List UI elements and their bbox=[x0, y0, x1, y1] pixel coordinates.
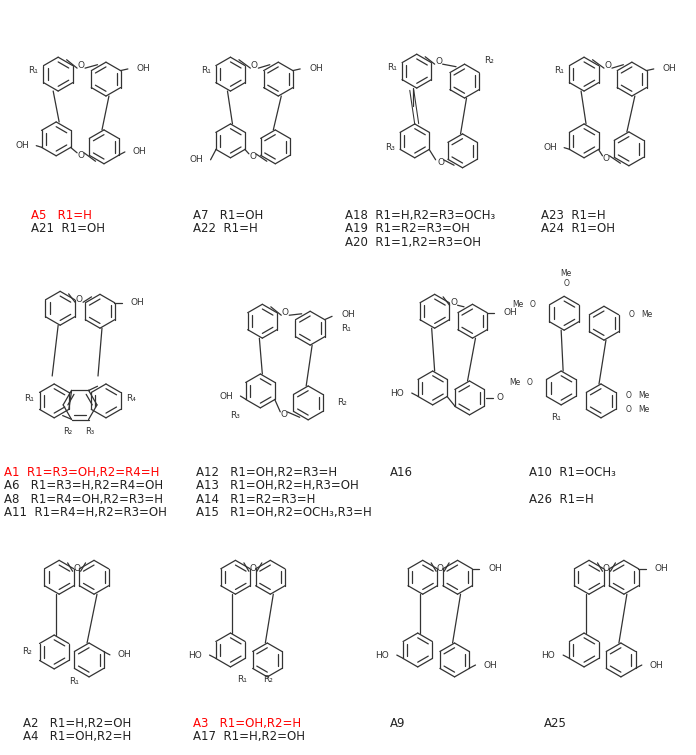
Text: OH: OH bbox=[655, 564, 669, 573]
Text: Me: Me bbox=[560, 270, 571, 279]
Text: A11  R1=R4=H,R2=R3=OH: A11 R1=R4=H,R2=R3=OH bbox=[4, 506, 167, 519]
Text: OH: OH bbox=[131, 298, 145, 307]
Text: A3   R1=OH,R2=H: A3 R1=OH,R2=H bbox=[193, 716, 301, 730]
Text: A12   R1=OH,R2=R3=H: A12 R1=OH,R2=R3=H bbox=[196, 466, 337, 479]
Text: OH: OH bbox=[190, 156, 203, 165]
Text: OH: OH bbox=[137, 64, 150, 73]
Text: R₁: R₁ bbox=[24, 394, 34, 403]
Text: R₁: R₁ bbox=[29, 66, 38, 75]
Text: O: O bbox=[280, 411, 287, 419]
Text: R₂: R₂ bbox=[22, 648, 32, 657]
Text: R₁: R₁ bbox=[554, 66, 564, 75]
Text: HO: HO bbox=[375, 651, 389, 660]
Text: OH: OH bbox=[309, 64, 323, 73]
Text: O: O bbox=[603, 154, 610, 163]
Text: Me: Me bbox=[638, 405, 649, 414]
Text: A21  R1=OH: A21 R1=OH bbox=[31, 222, 105, 235]
Text: OH: OH bbox=[544, 143, 557, 153]
Text: O: O bbox=[626, 405, 632, 414]
Text: Me: Me bbox=[638, 391, 649, 400]
Text: A16: A16 bbox=[390, 466, 413, 479]
Text: O: O bbox=[626, 391, 632, 400]
Text: A13   R1=OH,R2=H,R3=OH: A13 R1=OH,R2=H,R3=OH bbox=[196, 479, 358, 492]
Text: OH: OH bbox=[15, 141, 29, 150]
Text: R₂: R₂ bbox=[337, 399, 347, 408]
Text: A24  R1=OH: A24 R1=OH bbox=[541, 222, 615, 235]
Text: O: O bbox=[563, 279, 569, 288]
Text: O: O bbox=[450, 297, 457, 307]
Text: R₂: R₂ bbox=[63, 427, 72, 436]
Text: A1  R1=R3=OH,R2=R4=H: A1 R1=R3=OH,R2=R4=H bbox=[4, 466, 160, 479]
Text: R₃: R₃ bbox=[385, 143, 395, 153]
Text: O: O bbox=[73, 564, 80, 573]
Text: R₁: R₁ bbox=[69, 677, 79, 686]
Text: A4   R1=OH,R2=H: A4 R1=OH,R2=H bbox=[23, 730, 132, 743]
Text: R₃: R₃ bbox=[85, 427, 94, 436]
Text: A9: A9 bbox=[390, 716, 405, 730]
Text: A17  R1=H,R2=OH: A17 R1=H,R2=OH bbox=[193, 730, 305, 743]
Text: A7   R1=OH: A7 R1=OH bbox=[193, 208, 263, 222]
Text: OH: OH bbox=[133, 147, 147, 156]
Text: A18  R1=H,R2=R3=OCH₃: A18 R1=H,R2=R3=OCH₃ bbox=[345, 208, 496, 222]
Text: O: O bbox=[603, 564, 610, 573]
Text: R₃: R₃ bbox=[230, 411, 240, 421]
Text: A22  R1=H: A22 R1=H bbox=[193, 222, 258, 235]
Text: Me: Me bbox=[641, 310, 652, 319]
Text: R₁: R₁ bbox=[237, 675, 247, 684]
Text: O: O bbox=[251, 60, 258, 69]
Text: O: O bbox=[77, 60, 85, 69]
Text: O: O bbox=[77, 151, 85, 160]
Text: A19  R1=R2=R3=OH: A19 R1=R2=R3=OH bbox=[345, 222, 470, 235]
Text: OH: OH bbox=[663, 64, 677, 73]
Text: A8   R1=R4=OH,R2=R3=H: A8 R1=R4=OH,R2=R3=H bbox=[4, 492, 164, 506]
Text: O: O bbox=[604, 60, 612, 69]
Text: Me: Me bbox=[509, 378, 521, 387]
Text: O: O bbox=[282, 308, 289, 317]
Text: A6   R1=R3=H,R2=R4=OH: A6 R1=R3=H,R2=R4=OH bbox=[4, 479, 164, 492]
Text: O: O bbox=[76, 294, 83, 304]
Text: A5   R1=H: A5 R1=H bbox=[31, 208, 92, 222]
Text: R₁: R₁ bbox=[551, 413, 561, 422]
Text: A10  R1=OCH₃: A10 R1=OCH₃ bbox=[529, 466, 616, 479]
Text: R₂: R₂ bbox=[263, 675, 274, 684]
Text: A23  R1=H: A23 R1=H bbox=[541, 208, 606, 222]
Text: R₂: R₂ bbox=[484, 57, 494, 65]
Text: OH: OH bbox=[489, 564, 503, 573]
Text: OH: OH bbox=[341, 310, 355, 319]
Text: A2   R1=H,R2=OH: A2 R1=H,R2=OH bbox=[23, 716, 132, 730]
Text: R₁: R₁ bbox=[387, 63, 397, 72]
Text: O: O bbox=[530, 300, 535, 310]
Text: OH: OH bbox=[503, 308, 517, 317]
Text: O: O bbox=[249, 153, 256, 162]
Text: A26  R1=H: A26 R1=H bbox=[529, 492, 594, 506]
Text: A15   R1=OH,R2=OCH₃,R3=H: A15 R1=OH,R2=OCH₃,R3=H bbox=[196, 506, 372, 519]
Text: O: O bbox=[526, 378, 532, 387]
Text: OH: OH bbox=[220, 392, 233, 401]
Text: HO: HO bbox=[188, 651, 202, 660]
Text: Me: Me bbox=[512, 300, 523, 310]
Text: O: O bbox=[436, 564, 443, 573]
Text: HO: HO bbox=[390, 389, 404, 398]
Text: R₁: R₁ bbox=[200, 66, 211, 75]
Text: OH: OH bbox=[484, 661, 497, 670]
Text: R₄: R₄ bbox=[126, 394, 136, 403]
Text: A14   R1=R2=R3=H: A14 R1=R2=R3=H bbox=[196, 492, 315, 506]
Text: O: O bbox=[496, 393, 503, 402]
Text: R₁: R₁ bbox=[341, 324, 351, 333]
Text: O: O bbox=[249, 564, 256, 573]
Text: O: O bbox=[435, 57, 442, 66]
Text: OH: OH bbox=[118, 650, 132, 659]
Text: O: O bbox=[437, 159, 444, 168]
Text: OH: OH bbox=[650, 661, 663, 670]
Text: A20  R1=1,R2=R3=OH: A20 R1=1,R2=R3=OH bbox=[345, 236, 481, 248]
Text: O: O bbox=[629, 310, 635, 319]
Text: HO: HO bbox=[541, 651, 555, 660]
Text: A25: A25 bbox=[544, 716, 567, 730]
